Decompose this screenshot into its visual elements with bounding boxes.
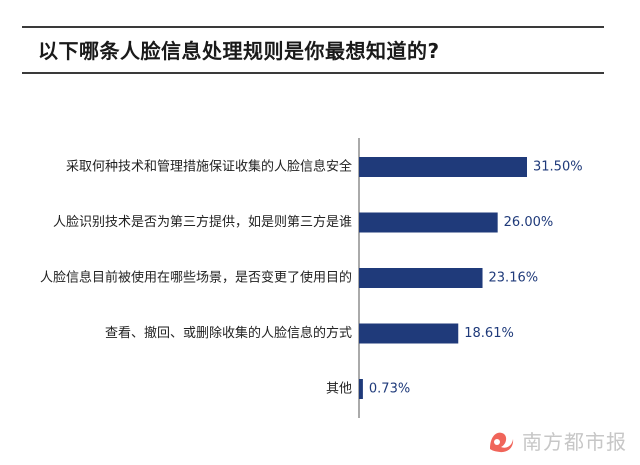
value-label-4: 0.73% <box>369 382 410 397</box>
category-label-4: 其他 <box>326 382 352 397</box>
brand-mark-icon <box>490 432 514 453</box>
bar-3 <box>359 323 459 344</box>
bar-4 <box>359 379 363 399</box>
category-label-2: 人脸信息目前被使用在哪些场景，是否变更了使用目的 <box>40 270 352 286</box>
bar-0 <box>359 157 527 177</box>
bar-2 <box>359 268 483 288</box>
category-label-1: 人脸识别技术是否为第三方提供，如是则第三方是谁 <box>53 214 352 230</box>
value-label-1: 26.00% <box>504 215 554 230</box>
value-label-3: 18.61% <box>464 326 514 341</box>
title-divider <box>22 72 604 74</box>
bar-1 <box>359 212 498 233</box>
brand-name: 南方都市报 <box>522 429 627 454</box>
chart-title: 以下哪条人脸信息处理规则是你最想知道的? <box>38 39 440 63</box>
value-label-2: 23.16% <box>489 271 539 286</box>
top-divider <box>22 26 604 28</box>
value-label-0: 31.50% <box>533 160 583 175</box>
category-label-3: 查看、撤回、或删除收集的人脸信息的方式 <box>105 325 352 341</box>
brand-logo: 南方都市报 <box>486 423 627 457</box>
category-label-0: 采取何种技术和管理措施保证收集的人脸信息安全 <box>66 159 352 175</box>
